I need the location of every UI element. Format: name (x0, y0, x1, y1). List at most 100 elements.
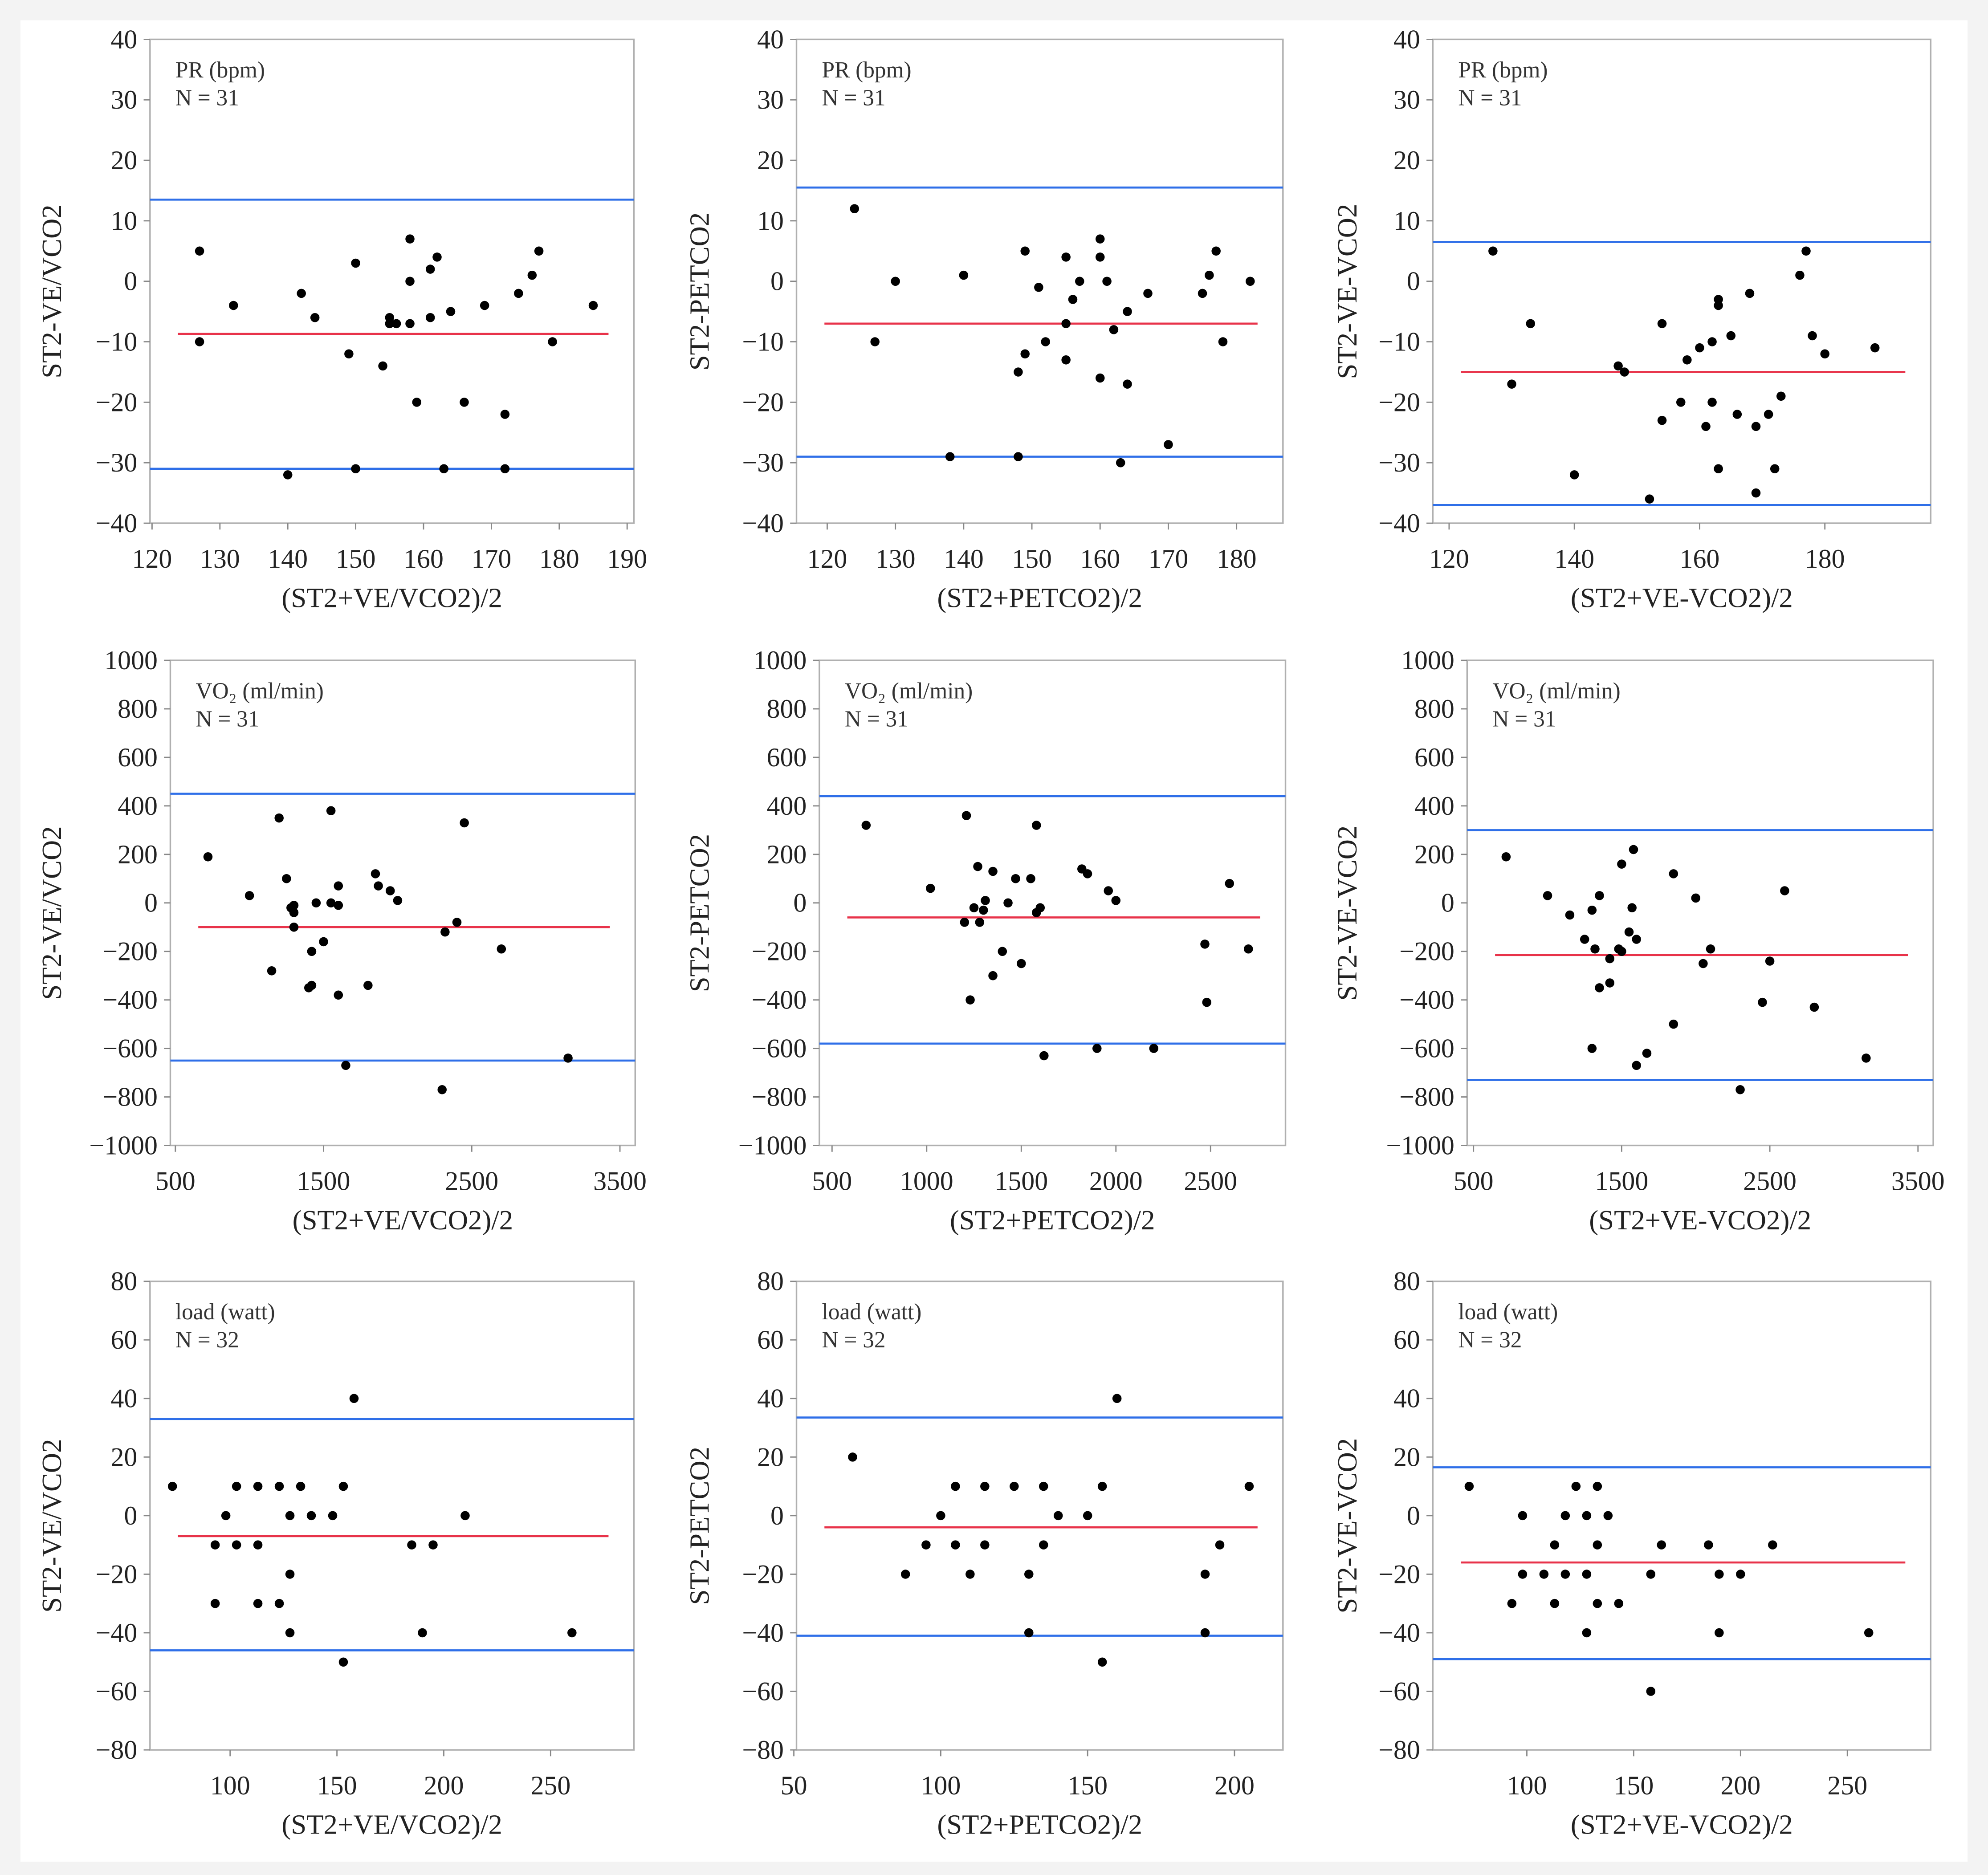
data-point (1603, 1511, 1613, 1521)
data-point (1646, 1687, 1656, 1696)
y-tick-label: −40 (742, 508, 784, 538)
data-point (405, 277, 415, 286)
data-point (1795, 270, 1805, 280)
y-tick-label: 1000 (1401, 646, 1454, 675)
data-point (452, 918, 462, 927)
y-tick-label: −30 (96, 448, 138, 477)
data-point (1706, 944, 1715, 954)
x-tick-label: 100 (1507, 1771, 1547, 1800)
annotation-text: load (watt) (1458, 1299, 1558, 1325)
x-tick-label: 130 (876, 544, 916, 573)
data-point (344, 349, 354, 358)
annotation-text: PR (bpm) (1458, 57, 1548, 83)
data-point (446, 307, 456, 316)
data-point (328, 1511, 338, 1521)
data-point (1645, 494, 1654, 504)
y-axis-label: ST2-VE/VCO2 (36, 204, 67, 378)
chart-panel-3: −40 −30 −20 −10 0 10 20 30 40 120 140 160 180 (ST2+VE… (1332, 24, 1932, 613)
data-point (1595, 891, 1604, 900)
data-point (1701, 422, 1711, 431)
data-point (267, 966, 277, 976)
data-point (548, 337, 557, 346)
data-point (1039, 1481, 1048, 1491)
data-point (307, 980, 317, 990)
data-point (1758, 997, 1767, 1007)
x-axis-label: (ST2+VE/VCO2)/2 (281, 582, 502, 613)
data-point (289, 922, 299, 932)
data-point (1507, 379, 1516, 389)
data-point (1246, 277, 1255, 286)
data-point (1095, 234, 1105, 244)
x-tick-label: 120 (132, 544, 172, 573)
data-point (244, 891, 254, 900)
data-point (1582, 1511, 1592, 1521)
y-tick-label: −10 (742, 327, 784, 357)
x-tick-label: 150 (1067, 1771, 1108, 1800)
data-point (1061, 355, 1071, 365)
y-tick-label: −800 (1399, 1082, 1454, 1112)
y-tick-label: −600 (752, 1034, 807, 1063)
data-point (229, 301, 238, 310)
data-point (1200, 940, 1210, 949)
data-point (1593, 1540, 1602, 1550)
annotation-text: VO₂ (ml/min) (845, 679, 973, 704)
data-point (1202, 997, 1212, 1007)
y-tick-label: −40 (1378, 1618, 1420, 1647)
data-point (1123, 379, 1132, 389)
data-point (1200, 1570, 1210, 1579)
data-point (1198, 289, 1207, 298)
data-point (437, 1085, 447, 1094)
data-point (850, 204, 859, 213)
data-point (961, 811, 971, 820)
data-point (1075, 277, 1084, 286)
data-point (1225, 879, 1234, 888)
data-point (1010, 1481, 1019, 1491)
data-point (1543, 891, 1552, 900)
data-point (440, 927, 450, 937)
data-point (391, 319, 401, 329)
plot-frame (1432, 1280, 1932, 1751)
data-point (951, 1540, 960, 1550)
y-tick-label: −800 (752, 1082, 807, 1112)
annotation-text: load (watt) (822, 1299, 922, 1325)
data-point (1123, 307, 1132, 316)
y-tick-label: 0 (1441, 888, 1454, 918)
y-tick-label: −30 (1378, 448, 1420, 477)
y-tick-label: −60 (96, 1676, 138, 1706)
x-tick-label: 200 (1720, 1771, 1760, 1800)
data-point (283, 470, 293, 480)
data-point (1764, 410, 1773, 419)
x-axis-label: (ST2+VE-VCO2)/2 (1571, 582, 1793, 613)
data-point (988, 971, 998, 980)
x-tick-label: 160 (403, 544, 444, 573)
data-point (1024, 1570, 1034, 1579)
chart-panel-5: −1000 −800 −600 −400 −200 0 200 400 600 800 1000 50… (684, 646, 1287, 1236)
y-tick-label: −20 (742, 387, 784, 417)
y-axis-label: ST2-VE-VCO2 (1332, 1438, 1363, 1614)
data-point (1735, 1085, 1745, 1094)
x-tick-label: 180 (1217, 544, 1257, 573)
data-point (311, 898, 321, 908)
data-point (1116, 458, 1125, 468)
annotation-text: N = 31 (1492, 706, 1556, 732)
data-point (1617, 947, 1626, 956)
y-tick-label: 40 (110, 1384, 137, 1413)
data-point (480, 301, 489, 310)
annotation-text: N = 32 (175, 1327, 239, 1353)
x-axis-label: (ST2+VE/VCO2)/2 (293, 1204, 513, 1236)
data-point (1676, 398, 1686, 407)
data-point (500, 410, 510, 419)
data-point (1003, 898, 1013, 908)
data-point (1061, 252, 1071, 262)
data-point (405, 319, 415, 329)
annotation-text: N = 31 (175, 85, 239, 111)
chart-panel-1: −40 −30 −20 −10 0 10 20 30 40 120 130 140 150 160 170 1… (36, 24, 647, 613)
y-tick-label: 0 (144, 888, 158, 918)
data-point (1501, 852, 1511, 862)
x-tick-label: 160 (1680, 544, 1720, 573)
data-point (1862, 1053, 1871, 1063)
data-point (210, 1540, 220, 1550)
data-point (1595, 983, 1604, 992)
y-tick-label: −40 (1378, 508, 1420, 538)
data-point (253, 1598, 263, 1608)
